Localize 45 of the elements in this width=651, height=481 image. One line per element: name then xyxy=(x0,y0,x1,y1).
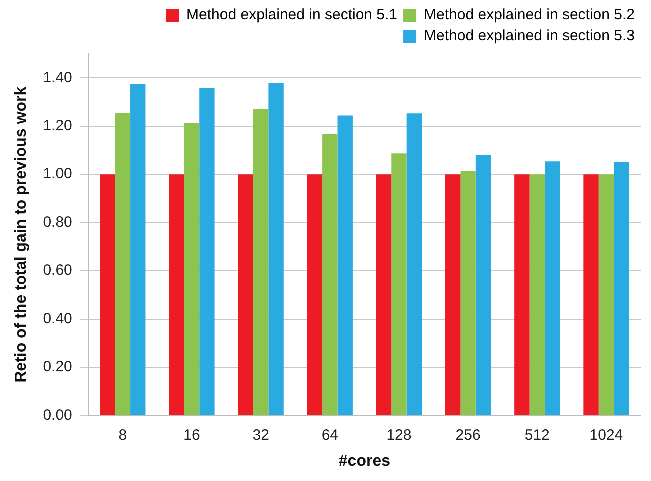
legend-label: Method explained in section 5.2 xyxy=(424,6,636,24)
y-tick-label: 1.00 xyxy=(43,166,72,183)
bar xyxy=(376,174,392,416)
y-axis-title: Retio of the total gain to previous work xyxy=(13,86,30,383)
bar xyxy=(130,84,146,416)
x-tick-label: 64 xyxy=(322,426,339,444)
bar xyxy=(598,174,614,416)
bar xyxy=(460,171,476,416)
x-tick-label: 128 xyxy=(386,426,412,444)
y-tick-label: 0.80 xyxy=(43,214,72,231)
y-tick-label: 1.40 xyxy=(43,69,72,86)
bar xyxy=(184,122,200,416)
x-tick-label: 1024 xyxy=(590,426,624,444)
x-tick-label: 32 xyxy=(252,426,270,444)
y-tick-label: 0.20 xyxy=(43,358,72,376)
bar xyxy=(322,134,338,416)
y-tick-label: 0.00 xyxy=(43,406,72,424)
x-tick-label: 256 xyxy=(456,426,481,444)
bar xyxy=(169,174,184,416)
y-tick-label: 1.20 xyxy=(43,118,72,134)
bar xyxy=(307,174,323,416)
bar xyxy=(406,114,422,416)
x-tick-label: 8 xyxy=(118,426,128,444)
bar xyxy=(253,109,269,416)
bar xyxy=(200,88,215,416)
bar xyxy=(514,174,530,416)
bar xyxy=(392,154,407,416)
bar xyxy=(115,113,131,416)
y-tick-label: 0.40 xyxy=(43,310,72,328)
y-tick-label: 0.60 xyxy=(43,262,72,280)
bar xyxy=(476,155,492,416)
bar xyxy=(238,174,254,416)
bar xyxy=(544,162,560,416)
legend-label: Method explained in section 5.1 xyxy=(186,6,398,24)
bar xyxy=(100,174,116,416)
bar xyxy=(614,162,630,416)
bar xyxy=(530,174,545,416)
x-tick-label: 16 xyxy=(184,426,200,444)
x-axis-title: #cores xyxy=(338,452,391,470)
bar xyxy=(338,116,353,416)
bar xyxy=(268,83,284,416)
legend-label: Method explained in section 5.3 xyxy=(424,28,636,45)
bar xyxy=(446,174,461,416)
x-tick-label: 512 xyxy=(524,426,550,444)
bar xyxy=(584,174,599,416)
